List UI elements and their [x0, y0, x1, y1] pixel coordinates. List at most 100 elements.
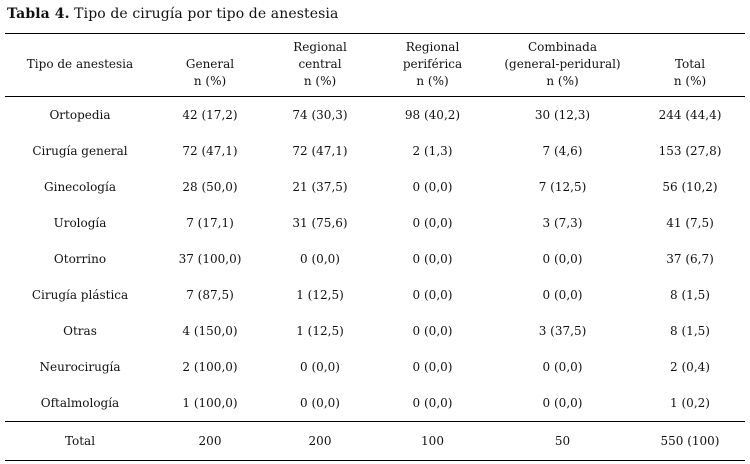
cell-value: 2 (1,3): [412, 144, 453, 158]
row-label: Ginecología: [44, 180, 116, 194]
col-header-general: General n (%): [155, 33, 265, 97]
cell-value: 0 (0,0): [300, 252, 340, 266]
cell-value: 153 (27,8): [658, 144, 722, 158]
table-caption-title: Tipo de cirugía por tipo de anestesia: [69, 6, 339, 22]
table-row-cirugia-plastica: Cirugía plástica 7 (87,5) 1 (12,5) 0 (0,…: [5, 277, 745, 313]
col-header-total: Total n (%): [635, 33, 745, 97]
cell-value: 0 (0,0): [412, 360, 453, 374]
table-row-ginecologia: Ginecología 28 (50,0) 21 (37,5) 0 (0,0) …: [5, 169, 745, 205]
total-cell-value: 200: [155, 421, 265, 461]
cell-value: 21 (37,5): [292, 180, 348, 194]
row-label: Cirugía plástica: [31, 288, 129, 302]
header-line: n (%): [546, 74, 579, 88]
cell-value: 244 (44,4): [658, 108, 722, 122]
cell-value: 0 (0,0): [300, 396, 340, 410]
table-row-neurocirugia: Neurocirugía 2 (100,0) 0 (0,0) 0 (0,0) 0…: [5, 349, 745, 385]
table-footer: Total 200 200 100 50 550 (100): [5, 421, 745, 461]
header-line: Total: [674, 57, 706, 71]
row-label: Oftalmología: [40, 396, 120, 410]
header-line: General: [185, 57, 235, 71]
cell-value: 0 (0,0): [300, 360, 340, 374]
total-row-label: Total: [5, 421, 155, 461]
cell-value: 1 (12,5): [296, 288, 344, 302]
total-cell-value: 50: [490, 421, 635, 461]
cell-value: 8 (1,5): [670, 288, 710, 302]
cell-value: 56 (10,2): [662, 180, 718, 194]
cell-value: 4 (150,0): [182, 324, 238, 338]
cell-value: 30 (12,3): [534, 108, 591, 122]
col-header-combinada: Combinada (general-peridural) n (%): [490, 33, 635, 97]
cell-value: 0 (0,0): [412, 396, 453, 410]
cell-value: 3 (7,3): [542, 216, 583, 230]
total-cell-value: 550 (100): [635, 421, 745, 461]
cell-value: 37 (100,0): [178, 252, 242, 266]
table-row-otras: Otras 4 (150,0) 1 (12,5) 0 (0,0) 3 (37,5…: [5, 313, 745, 349]
cell-value: 0 (0,0): [412, 216, 453, 230]
header-line: Regional: [293, 40, 347, 54]
cell-value: 3 (37,5): [538, 324, 587, 338]
row-label: Urología: [53, 216, 107, 230]
table-row-urologia: Urología 7 (17,1) 31 (75,6) 0 (0,0) 3 (7…: [5, 205, 745, 241]
header-line: n (%): [673, 74, 707, 88]
header-line: Regional: [405, 40, 460, 54]
total-cell-value: 100: [375, 421, 490, 461]
table-row-ortopedia: Ortopedia 42 (17,2) 74 (30,3) 98 (40,2) …: [5, 97, 745, 134]
header-line: n (%): [193, 74, 227, 88]
cell-value: 1 (100,0): [182, 396, 238, 410]
cell-value: 2 (0,4): [670, 360, 710, 374]
cell-value: 31 (75,6): [292, 216, 348, 230]
cell-value: 0 (0,0): [542, 252, 583, 266]
cell-value: 7 (4,6): [542, 144, 583, 158]
cell-value: 7 (87,5): [186, 288, 234, 302]
cell-value: 0 (0,0): [412, 180, 453, 194]
cell-value: 0 (0,0): [412, 252, 453, 266]
cell-value: 74 (30,3): [292, 108, 348, 122]
row-label: Cirugía general: [32, 144, 128, 158]
header-line: n (%): [303, 74, 337, 88]
header-line: central: [298, 57, 342, 71]
header-line: (general-peridural): [504, 57, 621, 71]
cell-value: 0 (0,0): [542, 396, 583, 410]
table-row-otorrino: Otorrino 37 (100,0) 0 (0,0) 0 (0,0) 0 (0…: [5, 241, 745, 277]
cell-value: 72 (47,1): [182, 144, 238, 158]
table-caption-number: Tabla 4.: [7, 6, 70, 22]
cell-value: 0 (0,0): [542, 360, 583, 374]
row-label: Otorrino: [53, 252, 107, 266]
row-label: Otras: [63, 324, 97, 338]
row-label: Ortopedia: [49, 108, 111, 122]
col-header-regional-central: Regional central n (%): [265, 33, 375, 97]
cell-value: 37 (6,7): [666, 252, 714, 266]
header-line: Combinada: [527, 40, 598, 54]
header-line: n (%): [416, 74, 449, 88]
cell-value: 0 (0,0): [542, 288, 583, 302]
cell-value: 1 (0,2): [670, 396, 710, 410]
cell-value: 41 (7,5): [666, 216, 714, 230]
header-line: Tipo de anestesia: [26, 57, 134, 71]
header-line-spacer: [5, 73, 155, 90]
header-row: Tipo de anestesia General n (%) Regional…: [5, 33, 745, 97]
total-cell-value: 200: [265, 421, 375, 461]
cell-value: 28 (50,0): [182, 180, 238, 194]
surgery-by-anesthesia-table: Tipo de anestesia General n (%) Regional…: [5, 33, 745, 461]
cell-value: 0 (0,0): [412, 324, 453, 338]
table-caption: Tabla 4. Tipo de cirugía por tipo de ane…: [7, 6, 338, 22]
cell-value: 8 (1,5): [670, 324, 710, 338]
cell-value: 7 (12,5): [538, 180, 587, 194]
cell-value: 98 (40,2): [404, 108, 461, 122]
cell-value: 7 (17,1): [186, 216, 234, 230]
table-header: Tipo de anestesia General n (%) Regional…: [5, 33, 745, 97]
header-line: periférica: [402, 57, 463, 71]
cell-value: 2 (100,0): [182, 360, 238, 374]
row-label: Neurocirugía: [39, 360, 121, 374]
cell-value: 0 (0,0): [412, 288, 453, 302]
cell-value: 1 (12,5): [296, 324, 344, 338]
col-header-regional-periferica: Regional periférica n (%): [375, 33, 490, 97]
table-row-total: Total 200 200 100 50 550 (100): [5, 421, 745, 461]
col-header-tipo-de-anestesia: Tipo de anestesia: [5, 33, 155, 97]
cell-value: 72 (47,1): [292, 144, 348, 158]
table-body: Ortopedia 42 (17,2) 74 (30,3) 98 (40,2) …: [5, 97, 745, 422]
table-row-cirugia-general: Cirugía general 72 (47,1) 72 (47,1) 2 (1…: [5, 133, 745, 169]
table-row-oftalmologia: Oftalmología 1 (100,0) 0 (0,0) 0 (0,0) 0…: [5, 385, 745, 422]
cell-value: 42 (17,2): [182, 108, 238, 122]
